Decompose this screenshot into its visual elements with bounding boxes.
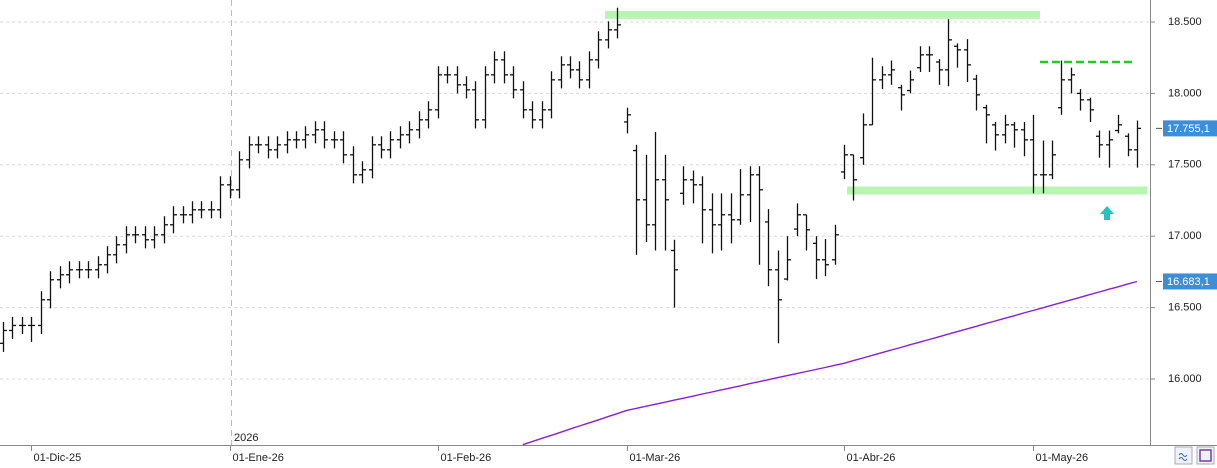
x-tick-label: 01-Abr-26 <box>847 452 896 464</box>
last-value-label: 17.755,1 <box>1167 123 1210 135</box>
x-tick-label: 01-Ene-26 <box>233 452 284 464</box>
last-value-tag <box>1163 120 1217 137</box>
y-tick-label: 16.500 <box>1168 302 1202 314</box>
save-button[interactable] <box>1196 446 1215 465</box>
x-tick-label: 01-May-26 <box>1036 452 1089 464</box>
moving-average-line <box>522 280 1138 446</box>
x-tick-label: 01-Dic-25 <box>34 452 82 464</box>
y-tick-label: 17.000 <box>1168 230 1202 242</box>
last-value-label: 16.683,1 <box>1167 276 1210 288</box>
arrow-icon <box>1100 206 1114 220</box>
x-tick-label: 01-Feb-26 <box>441 452 492 464</box>
y-tick-label: 18.500 <box>1168 16 1202 28</box>
save-icon <box>1199 449 1212 462</box>
last-value-tag <box>1163 273 1217 290</box>
zoom-icon <box>1178 453 1188 461</box>
ohlc-series <box>0 7 1141 352</box>
x-tick-label: 01-Mar-26 <box>630 452 681 464</box>
y-tick-label: 18.000 <box>1168 87 1202 99</box>
y-tick-label: 17.500 <box>1168 159 1202 171</box>
year-label: 2026 <box>234 432 258 444</box>
y-tick-label: 16.000 <box>1168 373 1202 385</box>
toolbar <box>1174 446 1215 465</box>
